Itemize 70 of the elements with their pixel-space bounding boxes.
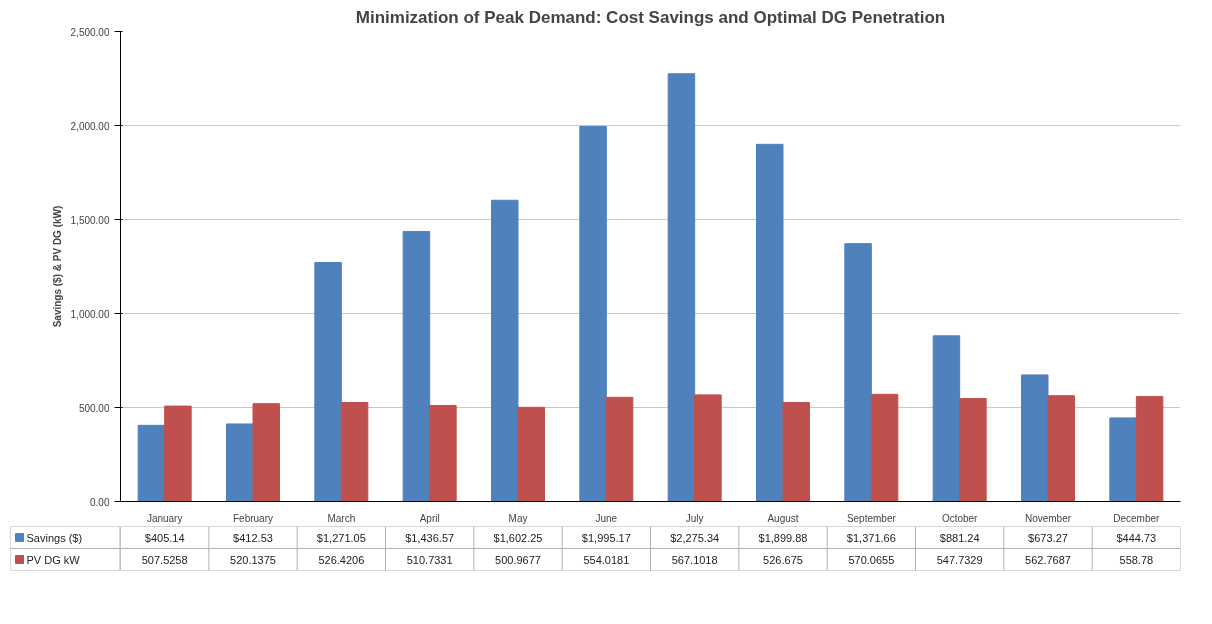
x-tick-label: March xyxy=(327,512,356,524)
data-label: $1,436.57 xyxy=(405,531,455,544)
data-label: $1,995.17 xyxy=(581,531,631,544)
x-tick-label: November xyxy=(1024,512,1072,524)
x-tick-label: April xyxy=(419,512,440,524)
chart-title: Minimization of Peak Demand: Cost Savings and Optimal DG Penetration xyxy=(355,7,946,27)
legend-label: PV DG kW xyxy=(26,553,81,566)
bar xyxy=(1021,374,1049,502)
data-label: $1,271.05 xyxy=(316,531,366,544)
x-tick-label: September xyxy=(846,512,897,524)
bar xyxy=(605,396,634,502)
bar xyxy=(870,393,899,502)
data-label: 507.5258 xyxy=(141,553,188,566)
data-label: $1,371.66 xyxy=(846,531,896,544)
bar xyxy=(429,404,457,502)
data-label: 562.7687 xyxy=(1025,553,1071,566)
x-tick-label: August xyxy=(767,512,799,524)
y-tick-label: 2,500.00 xyxy=(70,26,110,38)
bar xyxy=(491,199,519,502)
data-label: 520.1375 xyxy=(230,553,276,566)
y-tick-label: 1,500.00 xyxy=(70,214,110,226)
x-tick-label: June xyxy=(595,512,618,524)
bar xyxy=(844,243,872,502)
y-tick-label: 500.00 xyxy=(78,402,110,414)
x-tick-label: February xyxy=(232,512,274,524)
data-label: $1,899.88 xyxy=(758,531,808,544)
data-label: 570.0655 xyxy=(848,553,895,566)
data-label: 510.7331 xyxy=(406,553,453,566)
bar xyxy=(959,398,987,502)
y-tick-label: 0.00 xyxy=(90,496,110,508)
bar xyxy=(252,403,280,502)
data-label: 567.1018 xyxy=(671,553,718,566)
data-label: 558.78 xyxy=(1119,553,1154,566)
data-label: $2,275.34 xyxy=(670,531,720,544)
data-label: $444.73 xyxy=(1116,531,1157,544)
data-label: $673.27 xyxy=(1028,531,1068,544)
bar xyxy=(667,73,696,502)
x-tick-label: January xyxy=(146,512,183,524)
bar xyxy=(402,230,431,502)
data-label: 554.0181 xyxy=(583,553,630,566)
bar xyxy=(932,335,961,502)
data-label: 500.9677 xyxy=(495,553,541,566)
data-label: $881.24 xyxy=(939,531,980,544)
bar xyxy=(314,262,342,502)
bar xyxy=(782,401,810,502)
bar xyxy=(1135,395,1164,502)
x-tick-label: October xyxy=(941,512,979,524)
bar xyxy=(340,402,369,502)
data-label: $412.53 xyxy=(233,531,273,544)
x-tick-label: July xyxy=(685,512,704,524)
bar xyxy=(756,143,784,502)
y-axis-title: Savings ($) & PV DG (kW) xyxy=(51,205,63,328)
bar xyxy=(1109,417,1137,502)
bar xyxy=(694,394,722,502)
bar xyxy=(137,424,166,502)
x-tick-label: December xyxy=(1113,512,1161,524)
data-label: 547.7329 xyxy=(936,553,983,566)
bar xyxy=(164,405,192,502)
y-tick-label: 2,000.00 xyxy=(70,120,110,132)
bar xyxy=(517,406,545,502)
legend-label: Savings ($) xyxy=(26,531,83,544)
data-label: $1,602.25 xyxy=(493,531,543,544)
y-tick-label: 1,000.00 xyxy=(70,308,110,320)
data-label: $405.14 xyxy=(144,531,185,544)
bar xyxy=(1047,395,1075,502)
data-label: 526.675 xyxy=(763,553,803,566)
bar xyxy=(579,125,607,502)
x-tick-label: May xyxy=(508,512,528,524)
data-label: 526.4206 xyxy=(318,553,365,566)
bar xyxy=(226,423,254,502)
